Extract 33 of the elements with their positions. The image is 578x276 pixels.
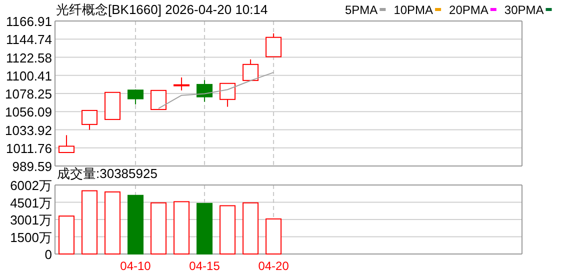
y-tick-label: 3001万	[10, 212, 52, 228]
legend-label: 20PMA	[449, 3, 488, 17]
bar	[104, 191, 121, 254]
y-tick-label: 6002万	[10, 178, 52, 193]
y-tick-label: 0	[44, 247, 52, 262]
x-tick-label: 04-15	[189, 259, 220, 273]
bar	[266, 218, 282, 254]
x-tick-label: 04-10	[120, 259, 152, 273]
y-tick-label: 989.59	[12, 159, 52, 174]
bar	[174, 201, 190, 254]
x-tick-label: 04-20	[258, 259, 290, 273]
y-tick-label: 1011.76	[6, 140, 52, 156]
bar	[128, 194, 144, 254]
y-tick-label: 1166.91	[6, 14, 52, 29]
bar	[220, 205, 236, 254]
y-tick-label: 1056.09	[5, 104, 52, 120]
y-tick-label: 1078.25	[5, 86, 52, 102]
bar	[150, 202, 167, 254]
bar	[196, 202, 213, 254]
y-tick-label: 1122.58	[6, 50, 52, 66]
y-tick-label: 1144.74	[6, 32, 52, 48]
chart-title: 成交量:30385925	[57, 166, 158, 181]
legend-label: 5PMA	[345, 3, 378, 17]
chart-title: 光纤概念[BK1660] 2026-04-20 10:14	[56, 2, 268, 17]
bar	[82, 190, 98, 254]
bar	[242, 202, 259, 254]
y-tick-label: 1033.92	[5, 122, 52, 138]
y-tick-label: 4501万	[10, 195, 52, 210]
y-tick-label: 1100.41	[6, 68, 52, 84]
y-tick-label: 1500万	[10, 230, 52, 245]
bar	[58, 216, 75, 254]
legend-label: 30PMA	[504, 3, 544, 17]
legend-label: 10PMA	[394, 3, 434, 17]
